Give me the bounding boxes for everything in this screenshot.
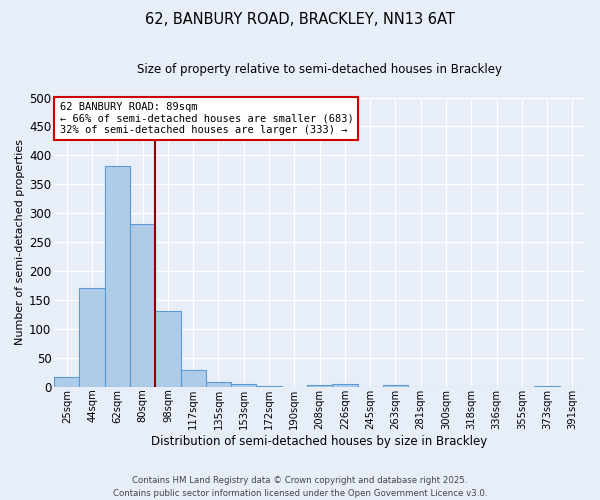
Bar: [307, 385, 332, 387]
Title: Size of property relative to semi-detached houses in Brackley: Size of property relative to semi-detach…: [137, 62, 502, 76]
Bar: [105, 166, 130, 387]
Bar: [535, 386, 560, 387]
Bar: [256, 386, 281, 387]
Bar: [54, 378, 79, 387]
Bar: [181, 370, 206, 387]
Bar: [231, 384, 256, 387]
Bar: [130, 224, 155, 387]
Text: 62, BANBURY ROAD, BRACKLEY, NN13 6AT: 62, BANBURY ROAD, BRACKLEY, NN13 6AT: [145, 12, 455, 28]
Bar: [79, 288, 105, 387]
Bar: [206, 382, 231, 387]
Bar: [383, 386, 408, 387]
Bar: [155, 312, 181, 387]
Y-axis label: Number of semi-detached properties: Number of semi-detached properties: [15, 140, 25, 346]
X-axis label: Distribution of semi-detached houses by size in Brackley: Distribution of semi-detached houses by …: [151, 434, 488, 448]
Text: 62 BANBURY ROAD: 89sqm
← 66% of semi-detached houses are smaller (683)
32% of se: 62 BANBURY ROAD: 89sqm ← 66% of semi-det…: [59, 102, 353, 135]
Bar: [458, 386, 484, 387]
Bar: [332, 384, 358, 387]
Text: Contains HM Land Registry data © Crown copyright and database right 2025.
Contai: Contains HM Land Registry data © Crown c…: [113, 476, 487, 498]
